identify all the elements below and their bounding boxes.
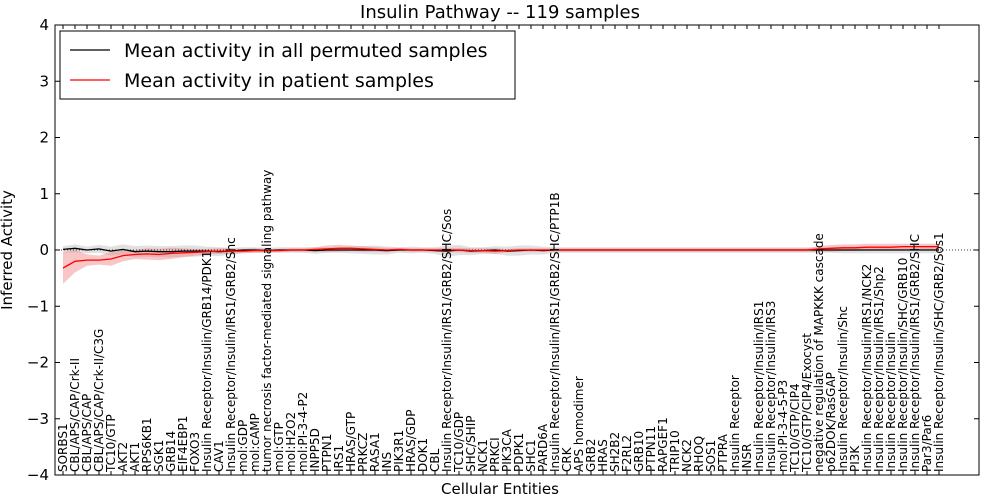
category-label: mol:cAMP <box>248 413 262 472</box>
category-label: TRIP10 <box>668 430 682 473</box>
category-label: INSR <box>740 444 754 472</box>
category-label: PIK3CA <box>500 428 514 472</box>
category-label: RASA1 <box>368 432 382 472</box>
legend: Mean activity in all permuted samples Me… <box>59 30 516 100</box>
category-label: Insulin Receptor/Insulin/IRS1/Shp2 <box>872 266 886 472</box>
y-tick-label: 4 <box>39 16 49 34</box>
category-label: TC10/GTP/CIP4/Exocyst <box>800 333 814 473</box>
category-label: TC10/GTP <box>104 414 118 473</box>
category-label: Insulin Receptor/Insulin/IRS1/GRB2/SHC <box>908 234 922 472</box>
category-label: TC10/GTP/CIP4 <box>788 383 802 473</box>
category-label: SH2B2 <box>608 432 622 472</box>
category-label: CAV1 <box>212 440 226 472</box>
category-label: SHC/SHIP <box>464 416 478 472</box>
category-label: Insulin Receptor/Insulin/IRS1/NCK2 <box>860 264 874 472</box>
y-tick-label: −3 <box>27 410 49 428</box>
category-label: HRAS <box>596 439 610 472</box>
category-label: SORBS1 <box>56 423 70 472</box>
category-label: PTPN11 <box>644 426 658 472</box>
legend-label-patient: Mean activity in patient samples <box>124 70 434 92</box>
category-label: CBL/APS/CAP <box>80 394 94 472</box>
category-label: Insulin Receptor/Insulin <box>884 332 898 472</box>
chart-title: Insulin Pathway -- 119 samples <box>360 2 640 23</box>
category-label: p62DOK/RasGAP <box>824 372 838 472</box>
category-label: INPP5D <box>308 428 322 472</box>
category-label: PRKCZ <box>356 433 370 472</box>
category-label: PRKCI <box>488 437 502 472</box>
category-label: GRB2 <box>584 438 598 472</box>
category-label: IRS1 <box>332 445 346 472</box>
category-label: negative regulation of MAPKKK cascade <box>812 233 826 472</box>
y-tick-label: 0 <box>39 241 49 259</box>
category-label: Insulin Receptor/Insulin/SHC/GRB10 <box>896 258 910 472</box>
category-label: RPS6KB1 <box>140 417 154 472</box>
category-label: mol:GDP <box>236 420 250 472</box>
category-label: INS <box>380 452 394 472</box>
y-tick-label: −2 <box>27 354 49 372</box>
y-tick-label: 1 <box>39 185 49 203</box>
category-label: TC10/GDP <box>452 412 466 473</box>
category-label: DOK1 <box>416 438 430 472</box>
legend-box <box>59 30 516 100</box>
category-label: CBL <box>428 448 442 472</box>
category-label: CBL/APS/CAP/Crk-II <box>68 358 82 472</box>
category-label: CRK <box>560 446 574 472</box>
category-label: RAPGEF1 <box>656 417 670 472</box>
y-tick-label: 3 <box>39 72 49 90</box>
category-label: NCK2 <box>680 439 694 472</box>
category-label: PIK3R1 <box>392 430 406 472</box>
category-label: AKT1 <box>128 442 142 472</box>
category-label: CBL/APS/CAP/Crk-II/C3G <box>92 329 106 472</box>
category-label: Insulin Receptor/Insulin/IRS1/GRB2/Shc <box>224 237 238 472</box>
y-tick-label: −1 <box>27 297 49 315</box>
category-label: Par3/Par6 <box>920 415 934 472</box>
category-label: EIF4EBP1 <box>176 416 190 472</box>
category-label: SGK1 <box>152 440 166 472</box>
y-tick-label: 2 <box>39 129 49 147</box>
y-tick-label: −4 <box>27 466 49 484</box>
category-label: AKT2 <box>116 442 130 472</box>
category-labels: SORBS1CBL/APS/CAP/Crk-IICBL/APS/CAPCBL/A… <box>56 170 946 473</box>
category-label: RHOQ <box>692 436 706 472</box>
category-label: PDPK1 <box>512 433 526 472</box>
category-label: Insulin Receptor/Insulin/SHC/GRB2/Sos1 <box>932 232 946 472</box>
category-label: PI3K <box>848 445 862 472</box>
y-axis-ticks: −4 −3 −2 −1 0 1 2 3 4 <box>27 16 979 484</box>
category-label: Insulin Receptor <box>728 375 742 472</box>
category-label: mol:PI-3-4-P2 <box>296 392 310 472</box>
y-axis-label: Inferred Activity <box>0 190 16 310</box>
category-label: NCK1 <box>476 439 490 472</box>
category-label: SHC1 <box>524 439 538 472</box>
category-label: mol:GTP <box>272 422 286 472</box>
x-axis-ticks <box>62 25 940 475</box>
category-label: F2RL2 <box>620 435 634 472</box>
category-label: PTPRA <box>716 433 730 472</box>
category-label: mol:H2O2 <box>284 412 298 472</box>
category-label: HRAS/GDP <box>404 409 418 472</box>
category-label: HRAS/GTP <box>344 412 358 472</box>
category-label: PTPN1 <box>320 434 334 472</box>
category-label: SOS1 <box>704 440 718 472</box>
category-label: PARD6A <box>536 423 550 472</box>
category-label: mol:PI-3-4-5-P3 <box>776 380 790 472</box>
series-lines <box>62 245 939 269</box>
category-label: Insulin Receptor/Insulin/GRB14/PDK1 <box>200 251 214 472</box>
category-label: Insulin Receptor/Insulin/IRS1 <box>752 301 766 472</box>
line-series-1 <box>62 245 939 269</box>
category-label: Insulin Receptor/Insulin/IRS1/GRB2/SHC/P… <box>548 192 562 472</box>
category-label: tumor necrosis factor-mediated signaling… <box>260 170 274 472</box>
category-label: GRB14 <box>164 431 178 472</box>
category-label: Insulin Receptor/Insulin/IRS1/GRB2/SHC/S… <box>440 209 454 472</box>
category-label: Insulin Receptor/Insulin/Shc <box>836 306 850 472</box>
category-label: FOXO3 <box>188 432 202 472</box>
category-label: GRB10 <box>632 431 646 472</box>
legend-label-permuted: Mean activity in all permuted samples <box>124 40 487 62</box>
category-label: Insulin Receptor/Insulin/IRS3 <box>764 301 778 472</box>
x-axis-label: Cellular Entities <box>441 480 559 498</box>
category-label: APS homodimer <box>572 376 586 472</box>
